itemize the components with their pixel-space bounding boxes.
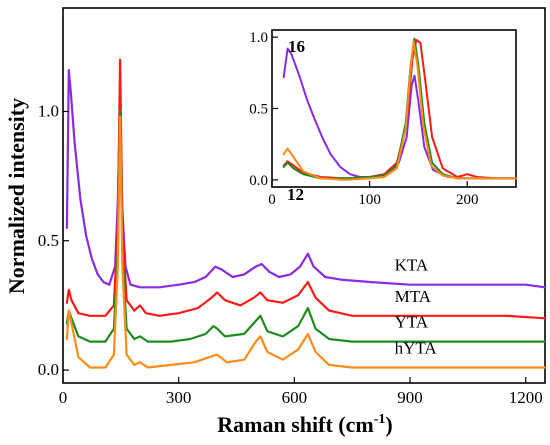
main-x-tick-label: 300: [166, 388, 192, 407]
main-line-kta: [65, 69, 547, 289]
main-x-tick-label: 0: [59, 388, 68, 407]
series-label-kta: KTA: [395, 256, 429, 275]
inset-y-tick-label: 1.0: [249, 30, 268, 46]
main-series-group: [65, 58, 547, 369]
main-x-tick-label: 900: [397, 388, 423, 407]
inset-annotation-16: 16: [288, 37, 305, 56]
inset-line-hyta: [282, 40, 517, 181]
main-x-tick-label: 1200: [509, 388, 543, 407]
x-axis-title: Raman shift (cm-1): [217, 412, 392, 437]
main-line-hyta: [65, 115, 547, 369]
main-y-tick-label: 0.0: [38, 360, 59, 379]
inset-x-tick-label: 200: [456, 192, 479, 208]
inset-y-tick-label: 0.0: [249, 173, 268, 189]
inset-background: [272, 30, 516, 187]
main-y-tick-label: 0.5: [38, 231, 59, 250]
y-axis-title: Normalized intensity: [4, 98, 29, 294]
main-x-tick-label: 600: [282, 388, 308, 407]
main-plot-frame: [62, 7, 546, 384]
main-line-mta: [65, 58, 547, 320]
series-labels: KTA MTA YTA hYTA: [395, 256, 438, 358]
inset-series-group: [282, 37, 517, 181]
main-y-tick-label: 1.0: [38, 101, 59, 120]
main-line-yta: [65, 110, 547, 343]
main-y-ticks: 0.0 0.5 1.0: [38, 101, 69, 379]
inset-x-ticks: 0 100 200: [268, 181, 478, 208]
series-label-mta: MTA: [395, 287, 432, 306]
inset-x-tick-label: 100: [358, 192, 381, 208]
inset-y-ticks: 0.0 0.5 1.0: [249, 30, 278, 189]
inset-plot: 0 100 200 0.0 0.5 1.0 16 12: [249, 29, 517, 208]
main-x-ticks: 0 300 600 900 1200: [59, 377, 543, 407]
series-label-hyta: hYTA: [395, 338, 438, 357]
inset-y-tick-label: 0.5: [249, 102, 268, 118]
series-label-yta: YTA: [395, 313, 429, 332]
inset-x-tick-label: 0: [268, 192, 276, 208]
main-plot: 0 300 600 900 1200 0.0 0.5 1.0 KTA MTA YTA hYTA R…: [4, 7, 547, 437]
inset-annotation-12: 12: [287, 185, 304, 204]
